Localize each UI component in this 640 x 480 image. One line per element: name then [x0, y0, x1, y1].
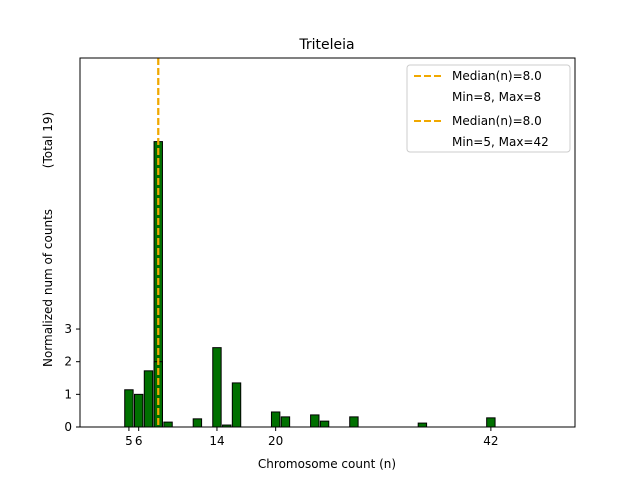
bar [212, 347, 222, 428]
bar [280, 416, 291, 428]
bar [270, 411, 281, 428]
legend-entry: Median(n)=8.0 [452, 114, 542, 128]
bar [163, 421, 173, 428]
y-tick-label: 1 [64, 387, 72, 401]
x-axis-label: Chromosome count (n) [258, 457, 396, 471]
y-tick-label: 3 [64, 322, 72, 336]
bar [349, 416, 359, 428]
x-tick-label: 42 [483, 434, 498, 448]
bar [192, 418, 203, 428]
y-tick-label: 0 [64, 420, 72, 434]
chart-title: Triteleia [298, 37, 354, 53]
plot-frame [79, 57, 576, 428]
bar [417, 422, 428, 428]
x-tick-label: 5 [125, 434, 133, 448]
y-axis-label: Normalized num of counts [41, 209, 55, 367]
legend-entry: Median(n)=8.0 [452, 69, 542, 83]
bar [133, 393, 144, 428]
bar [310, 414, 320, 428]
bar [319, 420, 330, 428]
x-tick-label: 20 [268, 434, 283, 448]
x-tick-label: 6 [135, 434, 143, 448]
legend: Median(n)=8.0 Min=8, Max=8 Median(n)=8.0… [406, 64, 571, 153]
y-tick-label: 2 [64, 355, 72, 369]
y-axis-total-label: (Total 19) [41, 112, 55, 168]
bar [143, 370, 154, 428]
bar [486, 417, 496, 428]
legend-entry: Min=8, Max=8 [452, 90, 541, 104]
x-tick-label: 14 [209, 434, 224, 448]
legend-entry: Min=5, Max=42 [452, 135, 549, 149]
bar [124, 389, 134, 428]
bar [231, 382, 242, 428]
